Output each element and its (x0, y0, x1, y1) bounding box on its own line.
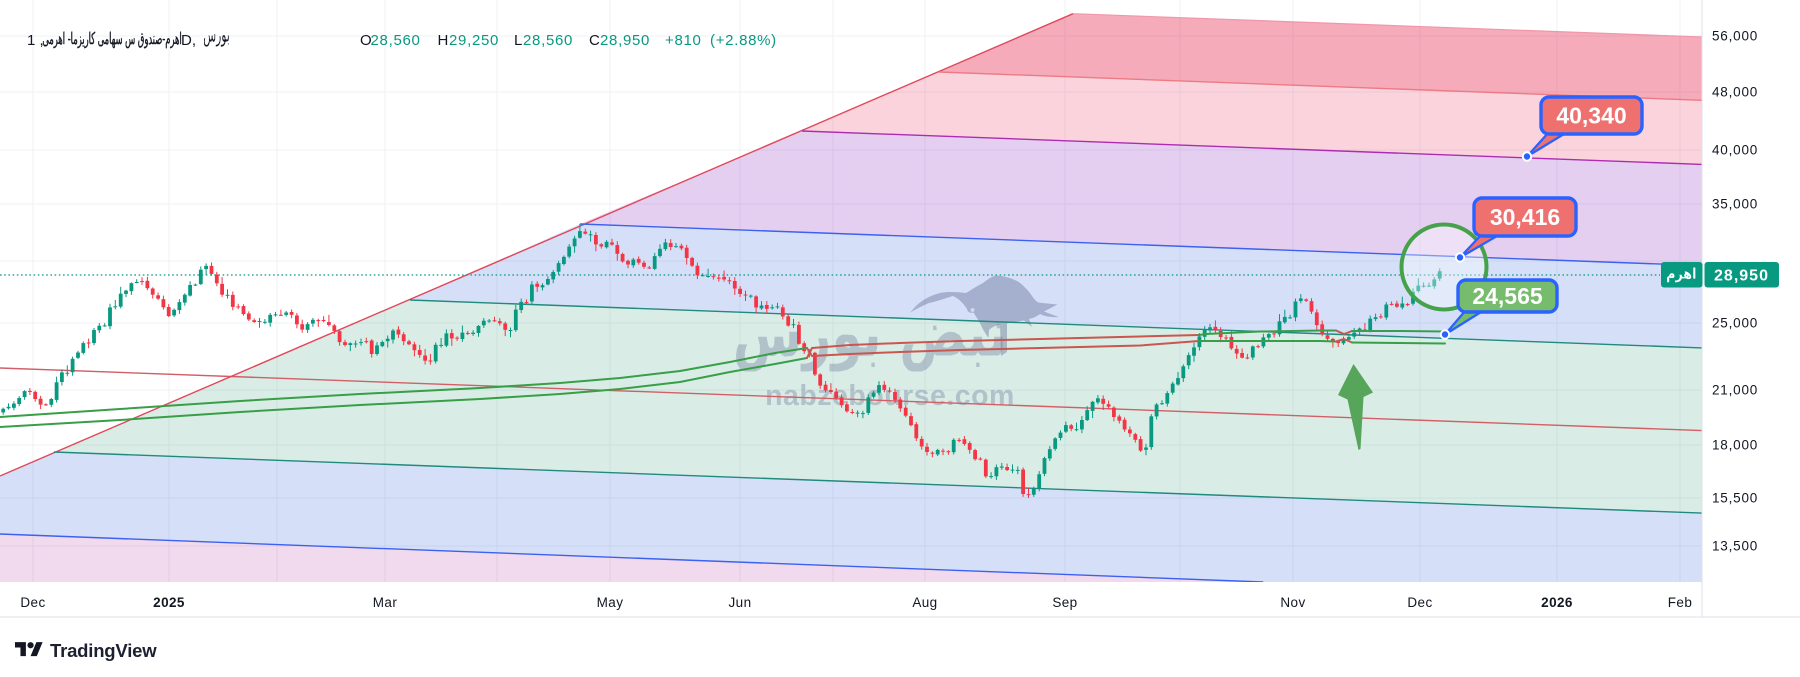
svg-text:25,000: 25,000 (1712, 316, 1758, 331)
svg-text:(+2.88%): (+2.88%) (710, 32, 777, 49)
svg-text:15,500: 15,500 (1712, 491, 1758, 506)
svg-text:18,000: 18,000 (1712, 438, 1758, 453)
svg-text:Aug: Aug (912, 595, 937, 610)
svg-text:28,560: 28,560 (523, 32, 573, 49)
svg-text:40,340: 40,340 (1556, 103, 1626, 129)
svg-text:48,000: 48,000 (1712, 85, 1758, 100)
svg-text:24,565: 24,565 (1472, 283, 1543, 309)
svg-text:28,950: 28,950 (1714, 268, 1769, 285)
svg-text:30,416: 30,416 (1490, 204, 1560, 230)
svg-text:Nov: Nov (1280, 595, 1305, 610)
svg-text:D,: D, (181, 32, 196, 49)
svg-text:H: H (438, 32, 449, 49)
svg-text:2026: 2026 (1541, 595, 1573, 610)
svg-text:nabzebourse.com: nabzebourse.com (765, 380, 1015, 412)
svg-text:Sep: Sep (1052, 595, 1077, 610)
svg-text:35,000: 35,000 (1712, 197, 1758, 212)
svg-text:Dec: Dec (20, 595, 45, 610)
svg-text:+810: +810 (665, 32, 702, 49)
svg-text:56,000: 56,000 (1712, 29, 1758, 44)
svg-text:1 ,: 1 , (27, 32, 44, 49)
svg-text:L: L (514, 32, 522, 49)
svg-text:May: May (597, 595, 624, 610)
svg-text:TradingView: TradingView (50, 640, 157, 661)
svg-text:2025: 2025 (153, 595, 185, 610)
svg-text:C: C (589, 32, 600, 49)
svg-text:40,000: 40,000 (1712, 143, 1758, 158)
svg-text:29,250: 29,250 (449, 32, 499, 49)
svg-text:21,000: 21,000 (1712, 383, 1758, 398)
svg-text:Dec: Dec (1407, 595, 1432, 610)
svg-text:Jun: Jun (729, 595, 752, 610)
svg-text:Mar: Mar (373, 595, 398, 610)
svg-text:Feb: Feb (1668, 595, 1692, 610)
svg-text:O: O (360, 32, 372, 49)
svg-text:28,950: 28,950 (600, 32, 650, 49)
svg-text:28,560: 28,560 (371, 32, 421, 49)
svg-text:13,500: 13,500 (1712, 539, 1758, 554)
